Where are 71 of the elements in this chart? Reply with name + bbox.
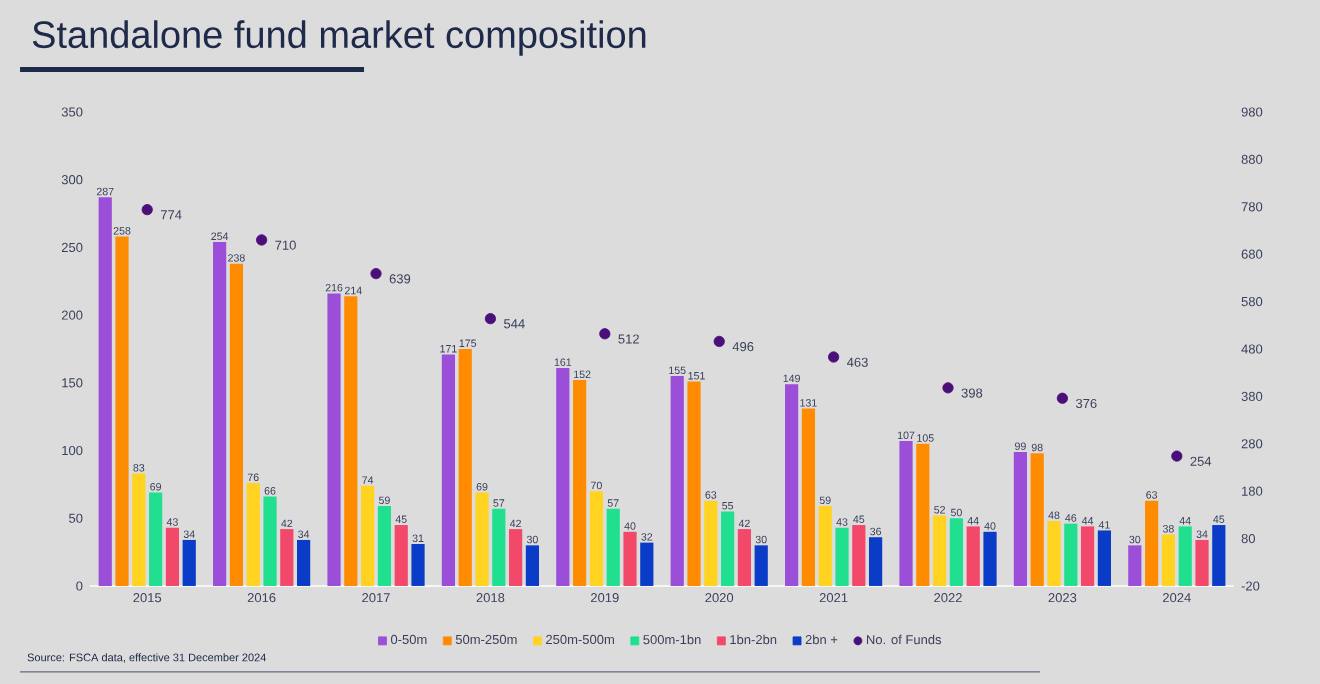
bar — [525, 545, 540, 586]
bar — [1128, 545, 1142, 586]
bar — [1064, 523, 1078, 586]
bar — [835, 527, 849, 586]
bar — [852, 525, 866, 586]
bar — [737, 529, 752, 586]
bar — [589, 491, 604, 586]
bar — [280, 529, 294, 586]
bar — [377, 506, 392, 586]
bar — [98, 197, 112, 586]
bar — [687, 381, 701, 586]
bar — [899, 441, 913, 586]
bar — [721, 511, 735, 586]
bar — [1013, 451, 1028, 586]
point — [141, 204, 153, 216]
bar — [556, 367, 570, 586]
point — [484, 313, 497, 325]
bar — [1145, 500, 1159, 586]
bar — [229, 263, 244, 586]
point — [942, 382, 954, 394]
bar — [640, 542, 654, 586]
bar — [441, 354, 456, 586]
bar — [754, 545, 768, 586]
bar — [182, 539, 196, 586]
bar — [1178, 526, 1192, 586]
bar — [933, 515, 947, 586]
bar — [509, 529, 523, 586]
bar — [966, 526, 980, 586]
bar — [344, 296, 358, 586]
bar — [1081, 526, 1095, 586]
bar — [492, 508, 506, 586]
bar — [1047, 520, 1061, 586]
bar — [394, 525, 408, 586]
point — [1171, 450, 1183, 462]
bar — [623, 531, 637, 586]
bar — [1195, 539, 1209, 586]
bar — [361, 485, 375, 586]
point — [828, 351, 840, 363]
bar — [916, 443, 930, 586]
bar — [297, 539, 311, 586]
bar — [246, 483, 260, 586]
bar — [263, 496, 277, 586]
bar — [785, 384, 799, 586]
point — [370, 268, 382, 280]
point — [713, 335, 725, 347]
bar — [327, 293, 341, 586]
bar — [115, 236, 129, 586]
bar — [458, 348, 472, 586]
bar — [949, 518, 964, 586]
bar — [475, 492, 489, 586]
bar — [983, 531, 997, 586]
bar — [1212, 525, 1226, 586]
bar — [149, 492, 163, 586]
point — [256, 234, 268, 246]
bar — [869, 537, 883, 586]
bar — [1030, 453, 1044, 586]
point — [599, 328, 611, 340]
bar — [1097, 530, 1112, 586]
bar — [606, 508, 620, 586]
bar — [132, 473, 146, 586]
bar — [573, 380, 587, 586]
bar — [1161, 534, 1176, 586]
bar — [704, 500, 718, 586]
bar — [213, 242, 227, 586]
bar — [818, 506, 832, 586]
bar — [411, 543, 425, 586]
point — [1056, 392, 1069, 404]
bar — [801, 408, 816, 586]
bar — [165, 527, 180, 586]
bar — [670, 376, 684, 586]
chart-title: Standalone fund market composition — [32, 20, 646, 56]
